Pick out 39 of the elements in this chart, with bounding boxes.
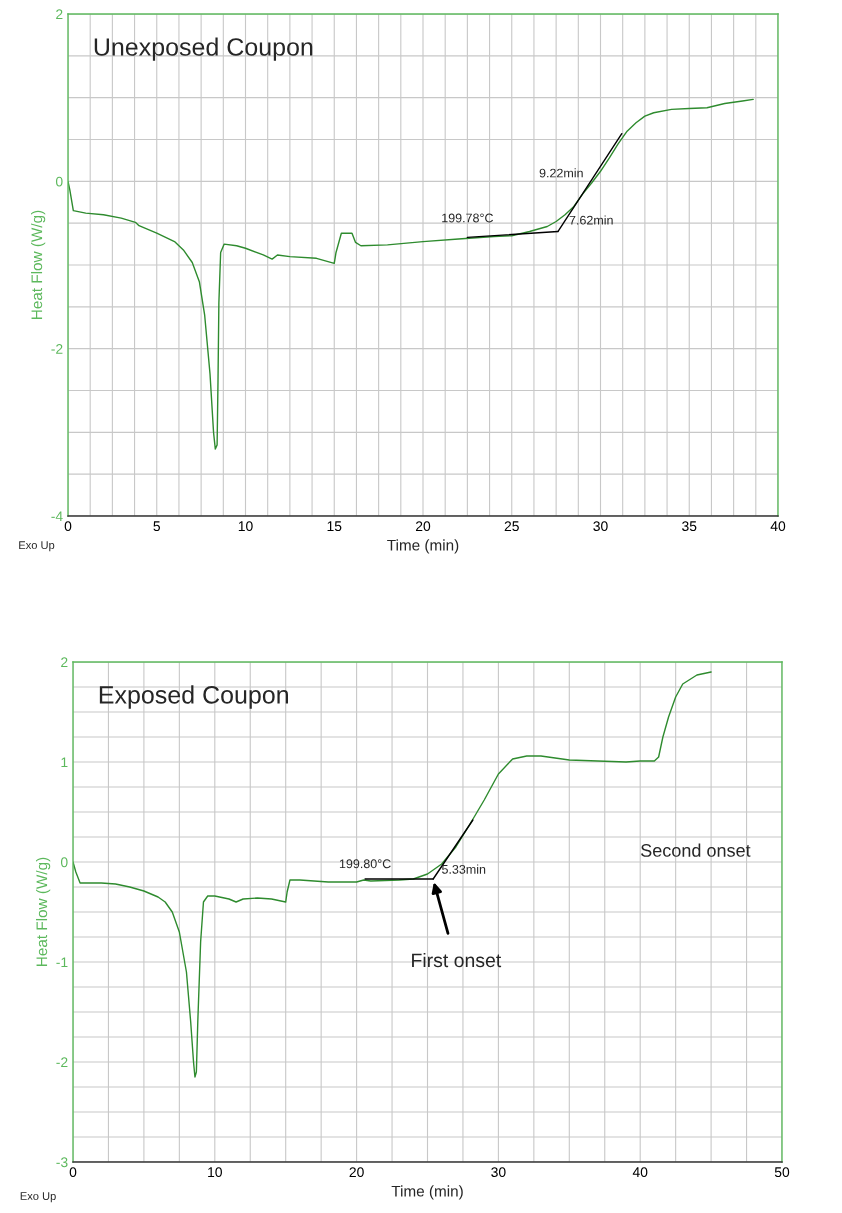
- x-tick-label: 25: [504, 521, 519, 532]
- y-axis-title: Heat Flow (W/g): [35, 857, 51, 966]
- annotation: 7.62min: [569, 215, 613, 225]
- annotation: Second onset: [641, 843, 751, 857]
- x-tick-label: 10: [208, 1167, 222, 1178]
- x-tick-label: 15: [327, 521, 342, 532]
- x-tick-label: 40: [632, 1167, 648, 1178]
- y-tick-label: 2: [56, 9, 63, 20]
- annotation: 9.22min: [539, 168, 583, 178]
- y-tick-label: 2: [61, 657, 68, 668]
- text: Unexposed Coupon: [94, 37, 313, 61]
- annotation: First onset: [412, 952, 502, 968]
- y-tick-label: -2: [51, 344, 63, 354]
- x-axis-title: Time (min): [387, 539, 459, 554]
- x-tick-label: 20: [415, 521, 431, 532]
- annotation: 199.80°C: [339, 859, 391, 869]
- y-axis-title: Heat Flow (W/g): [30, 210, 46, 319]
- x-tick-label: 50: [774, 1167, 790, 1178]
- x-tick-label: 35: [682, 521, 697, 532]
- x-axis-title: Time (min): [391, 1185, 463, 1200]
- x-tick-label: 5: [153, 521, 161, 532]
- text: Exo Up: [19, 541, 55, 552]
- text: Exo Up: [20, 1192, 56, 1203]
- y-tick-label: 0: [55, 176, 63, 187]
- y-tick-label: 1: [61, 757, 68, 768]
- x-tick-label: 40: [770, 521, 786, 532]
- x-tick-label: 10: [238, 521, 253, 532]
- y-tick-label: -4: [51, 511, 63, 522]
- y-tick-label: -3: [56, 1157, 68, 1168]
- x-tick-label: 30: [593, 521, 608, 532]
- y-tick-label: 0: [60, 857, 68, 868]
- text: Exposed Coupon: [99, 685, 288, 709]
- annotation: 199.78°C: [442, 213, 494, 223]
- y-tick-label: -1: [56, 957, 68, 968]
- x-tick-label: 30: [491, 1167, 506, 1178]
- x-tick-label: 0: [69, 1167, 77, 1178]
- annotation: 5.33min: [442, 864, 486, 874]
- x-tick-label: 20: [349, 1167, 364, 1178]
- y-tick-label: -2: [56, 1057, 68, 1068]
